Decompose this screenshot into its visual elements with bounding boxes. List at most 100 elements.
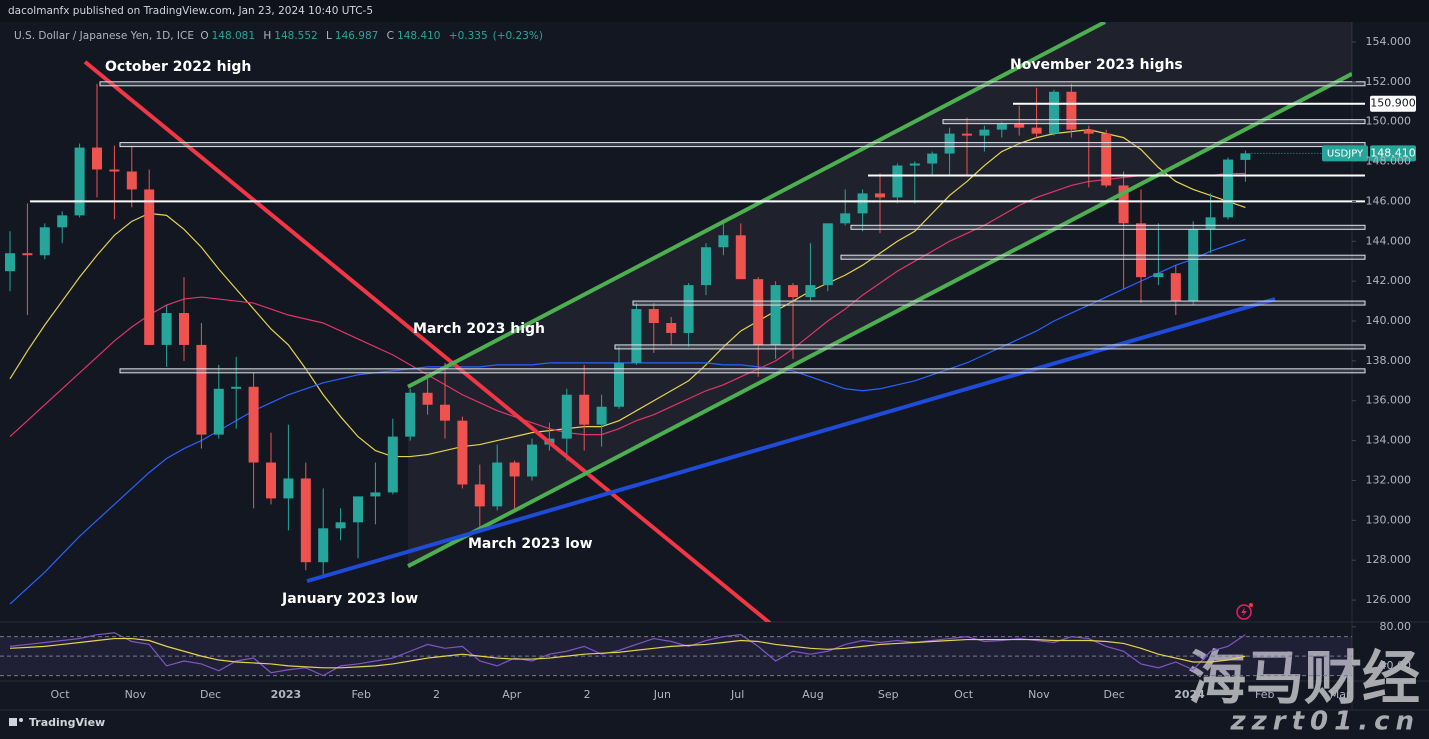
- candle-body: [683, 285, 694, 333]
- candle-body: [927, 153, 938, 164]
- candle-body: [666, 322, 677, 333]
- candle-body: [92, 147, 102, 170]
- y-tick-label: 146.000: [1366, 194, 1412, 207]
- candle-body: [318, 528, 329, 563]
- y-tick-label: 144.000: [1366, 234, 1412, 247]
- level-band: [840, 254, 1366, 260]
- candle-body: [944, 133, 955, 154]
- candle-body: [370, 492, 381, 497]
- channel-fill: [408, 22, 1352, 567]
- candle-body: [1153, 273, 1164, 278]
- x-tick-label: Oct: [50, 688, 70, 701]
- candle-body: [770, 285, 781, 345]
- y-tick-label: 140.000: [1366, 314, 1412, 327]
- alert-icon: [1236, 603, 1253, 620]
- level-band: [99, 81, 1366, 87]
- y-tick-label: 126.000: [1366, 593, 1412, 606]
- footer-brand: TradingView: [29, 716, 105, 729]
- candle-body: [909, 163, 920, 166]
- legend: U.S. Dollar / Japanese Yen, 1D, ICE O 148…: [14, 30, 548, 42]
- x-tick-label: Jun: [653, 688, 671, 701]
- x-tick-label: Dec: [200, 688, 221, 701]
- y-tick-label: 136.000: [1366, 394, 1412, 407]
- legend-value: 146.987: [334, 30, 379, 42]
- level-price-label: 150.900: [1370, 97, 1416, 110]
- candle-body: [1014, 123, 1025, 128]
- candle-body: [718, 235, 729, 248]
- legend-value: 148.081: [211, 30, 256, 42]
- trendline: [306, 297, 1276, 584]
- x-tick-label: 2: [433, 688, 440, 701]
- rsi-tick-label: 80.00: [1380, 620, 1412, 633]
- candle-body: [74, 147, 85, 216]
- symbol-tag: [1322, 145, 1368, 162]
- symbol-tag-label: USDJPY: [1327, 148, 1364, 159]
- annotation: March 2023 low: [468, 536, 593, 552]
- x-tick-label: Feb: [351, 688, 370, 701]
- y-tick-label: 148.000: [1366, 155, 1412, 168]
- candle-body: [213, 388, 224, 435]
- x-tick-label: Jul: [730, 688, 744, 701]
- candle-body: [979, 129, 990, 136]
- candle-body: [857, 193, 868, 214]
- candle-body: [422, 392, 433, 405]
- x-tick-label: Dec: [1104, 688, 1125, 701]
- candle-body: [335, 522, 346, 529]
- price-axis-bg: [1352, 22, 1429, 739]
- x-tick-label: Apr: [502, 688, 522, 701]
- candle-body: [1170, 273, 1181, 302]
- candle-body: [248, 386, 259, 463]
- watermark-url: zzrt01.cn: [1230, 707, 1421, 737]
- candle-body: [596, 406, 607, 425]
- candle-body: [196, 344, 207, 435]
- candle-body: [144, 189, 155, 345]
- candle-body: [1136, 223, 1146, 278]
- candle-body: [962, 133, 972, 136]
- trendline: [407, 22, 1106, 389]
- legend-value: 148.410: [397, 30, 441, 42]
- candle-body: [231, 386, 242, 389]
- tradingview-logo: [9, 718, 23, 726]
- candle-body: [614, 362, 624, 407]
- candle-body: [126, 171, 137, 190]
- candle-body: [1049, 91, 1059, 134]
- y-tick-label: 154.000: [1366, 35, 1412, 48]
- candle-body: [822, 223, 833, 286]
- candle-body: [179, 313, 189, 345]
- candle-body: [22, 253, 33, 256]
- watermark-title: 海马财经: [1188, 644, 1420, 712]
- candle-body: [527, 444, 537, 477]
- legend-key: C: [386, 30, 395, 42]
- last-price-box: [1370, 145, 1416, 162]
- legend-change-pct: (+0.23%): [492, 30, 543, 42]
- level-price-box: [1370, 95, 1416, 112]
- candle-body: [579, 394, 590, 425]
- candle-body: [300, 478, 311, 563]
- candle-body: [457, 420, 468, 485]
- candle-body: [387, 436, 398, 493]
- candle-body: [892, 165, 903, 198]
- x-tick-label: Nov: [125, 688, 147, 701]
- candle-body: [509, 462, 520, 477]
- candle-body: [561, 394, 572, 439]
- y-tick-label: 128.000: [1366, 553, 1412, 566]
- candle-body: [1188, 229, 1199, 302]
- candle-body: [266, 462, 276, 499]
- y-tick-label: 132.000: [1366, 473, 1412, 486]
- y-tick-label: 130.000: [1366, 513, 1412, 526]
- candle-body: [996, 123, 1007, 130]
- x-tick-label: Nov: [1028, 688, 1050, 701]
- rsi-signal: [9, 637, 1246, 669]
- level-band: [119, 368, 1366, 374]
- candle-body: [648, 309, 659, 323]
- last-price-label: 148.410: [1370, 146, 1416, 159]
- y-tick-label: 150.000: [1366, 115, 1412, 128]
- x-tick-label: 2: [584, 688, 591, 701]
- x-tick-label: Oct: [954, 688, 974, 701]
- candle-body: [735, 235, 746, 280]
- x-tick-label: Aug: [802, 688, 823, 701]
- candle-body: [701, 247, 711, 286]
- candle-body: [805, 285, 816, 298]
- level-band: [942, 119, 1366, 125]
